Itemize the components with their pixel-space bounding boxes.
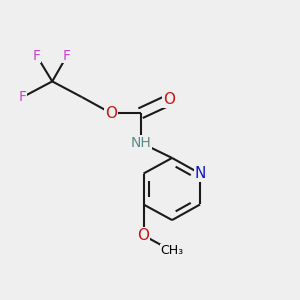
Text: CH₃: CH₃ bbox=[160, 244, 184, 257]
Text: F: F bbox=[63, 49, 71, 63]
Text: F: F bbox=[19, 90, 27, 104]
Text: N: N bbox=[194, 166, 206, 181]
Text: O: O bbox=[105, 106, 117, 121]
Text: O: O bbox=[137, 228, 149, 243]
Text: F: F bbox=[33, 49, 41, 63]
Text: O: O bbox=[163, 92, 175, 107]
Text: NH: NH bbox=[130, 136, 151, 150]
